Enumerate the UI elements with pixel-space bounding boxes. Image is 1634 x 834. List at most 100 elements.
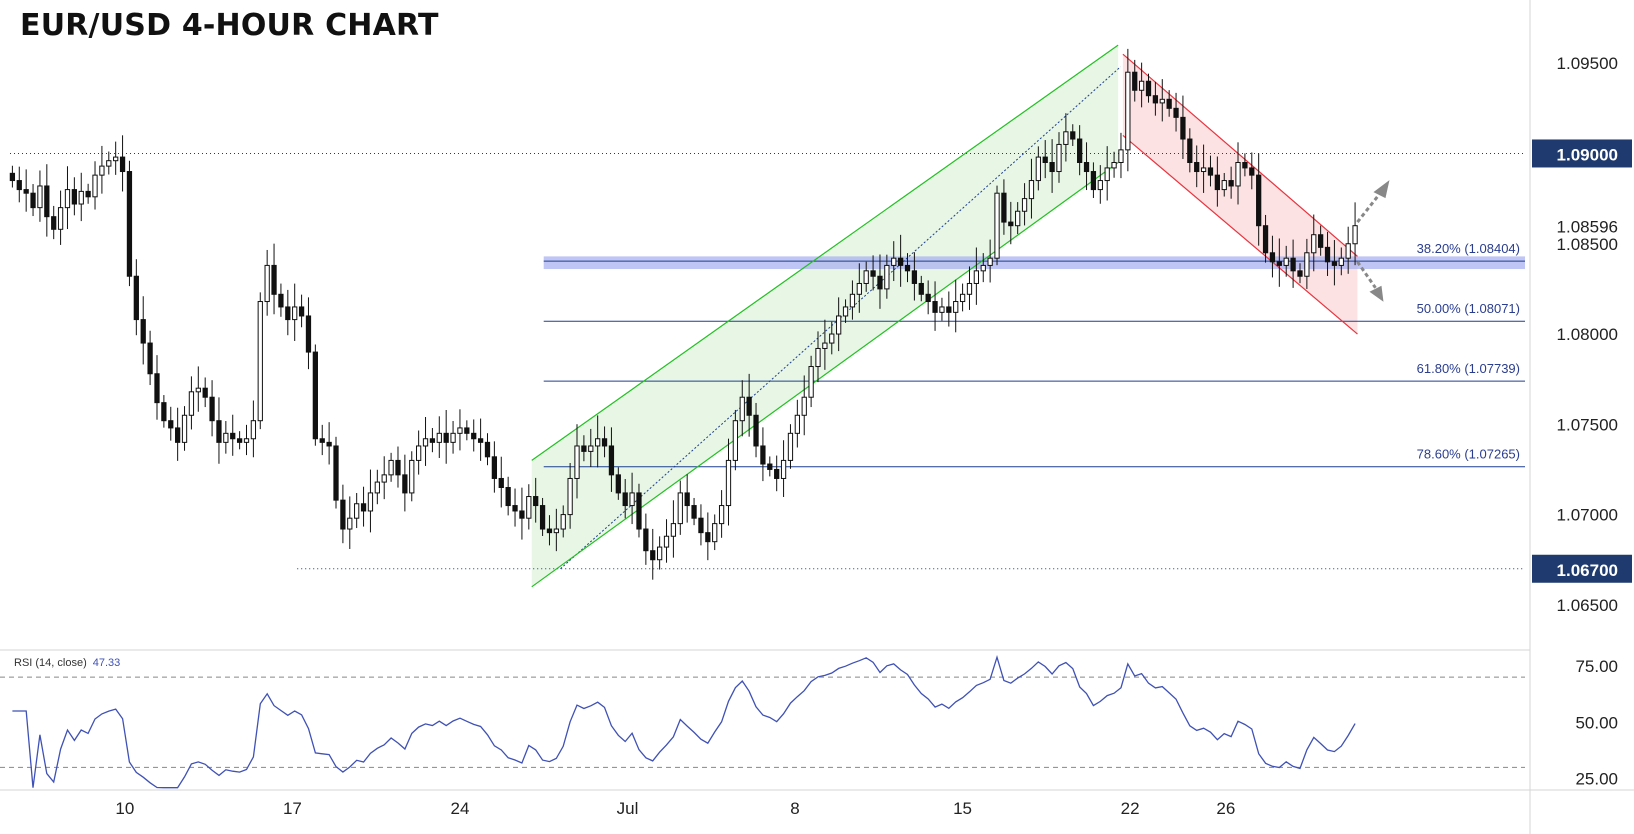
candle (1331, 261, 1338, 266)
candle (1001, 192, 1007, 223)
candle (822, 342, 828, 349)
candle (175, 427, 181, 443)
candle (512, 505, 518, 512)
price-tick-label: 1.08000 (1557, 325, 1618, 344)
candle (367, 492, 374, 512)
candle (1097, 180, 1103, 191)
candle (236, 438, 243, 443)
rsi-value: 47.33 (92, 657, 121, 669)
candle (312, 351, 318, 440)
candle (422, 438, 429, 447)
candle (354, 503, 360, 519)
candle (829, 333, 835, 344)
candle (223, 432, 229, 443)
candle (1200, 167, 1207, 173)
candle (1228, 180, 1234, 187)
candles (9, 48, 1358, 580)
descending-channel-lower (1122, 134, 1358, 335)
candle (505, 487, 511, 507)
candle (1276, 261, 1282, 266)
candle (51, 216, 57, 230)
rsi-label: RSI (14, close) 47.33 (14, 657, 120, 669)
chart-title: EUR/USD 4-HOUR CHART (20, 8, 439, 43)
price-badge-label: 1.09000 (1557, 145, 1618, 164)
candle (932, 301, 938, 313)
time-tick-label: 17 (283, 799, 302, 818)
candle (1056, 143, 1062, 173)
candle (1021, 198, 1028, 212)
candle (787, 432, 794, 461)
candle (856, 282, 862, 295)
candle (30, 192, 36, 209)
ascending-channel-upper (531, 44, 1119, 461)
candle (732, 420, 739, 461)
candle (925, 293, 931, 303)
candle (1132, 71, 1138, 91)
candle (973, 270, 980, 284)
time-tick-label: 22 (1121, 799, 1140, 818)
candle (1290, 257, 1296, 272)
candle (147, 342, 153, 375)
candle (202, 387, 208, 398)
candle (1256, 174, 1262, 227)
candle (119, 156, 126, 173)
candle (953, 301, 959, 313)
candle (677, 492, 683, 525)
candle (319, 438, 325, 443)
candle (140, 319, 146, 344)
support-band (543, 256, 1525, 270)
candle (533, 496, 539, 507)
candle (264, 264, 270, 303)
candle (133, 275, 139, 321)
candle (1083, 162, 1090, 173)
candle (863, 270, 869, 284)
candle (1118, 149, 1124, 164)
candle (519, 510, 525, 519)
candle (250, 420, 257, 440)
candle (670, 523, 677, 537)
candle (608, 445, 615, 476)
candle (1207, 167, 1214, 176)
candle (57, 207, 64, 230)
candle (416, 445, 422, 461)
price-badge (1532, 554, 1632, 583)
time-tick-label: Jul (617, 799, 639, 818)
candle (939, 306, 945, 313)
candle (1104, 167, 1110, 182)
candle (305, 315, 312, 353)
candle (477, 438, 484, 443)
candle (994, 192, 1000, 259)
candle (918, 282, 924, 295)
candle (911, 270, 918, 284)
candle (767, 463, 773, 470)
candle (966, 282, 973, 295)
candle (271, 264, 277, 295)
candle (450, 432, 456, 443)
candle (9, 172, 16, 182)
candle (650, 550, 656, 561)
candle (842, 306, 849, 317)
candle (725, 459, 732, 507)
candle (16, 180, 22, 191)
candle (526, 496, 532, 519)
candle (188, 391, 195, 416)
candle (588, 445, 594, 452)
candle (884, 264, 890, 290)
candle (374, 481, 380, 494)
candle (636, 492, 642, 530)
candle (1338, 257, 1344, 266)
candle (1311, 234, 1317, 254)
candle (1318, 234, 1324, 248)
candle (1028, 180, 1035, 200)
candle (257, 301, 263, 422)
candle (601, 438, 608, 447)
candle (285, 306, 291, 321)
candle (347, 517, 353, 530)
candle (195, 387, 201, 393)
candle (794, 414, 800, 434)
candle (815, 347, 821, 368)
candle (1035, 156, 1041, 182)
candle (980, 264, 986, 272)
candle (1111, 162, 1117, 169)
